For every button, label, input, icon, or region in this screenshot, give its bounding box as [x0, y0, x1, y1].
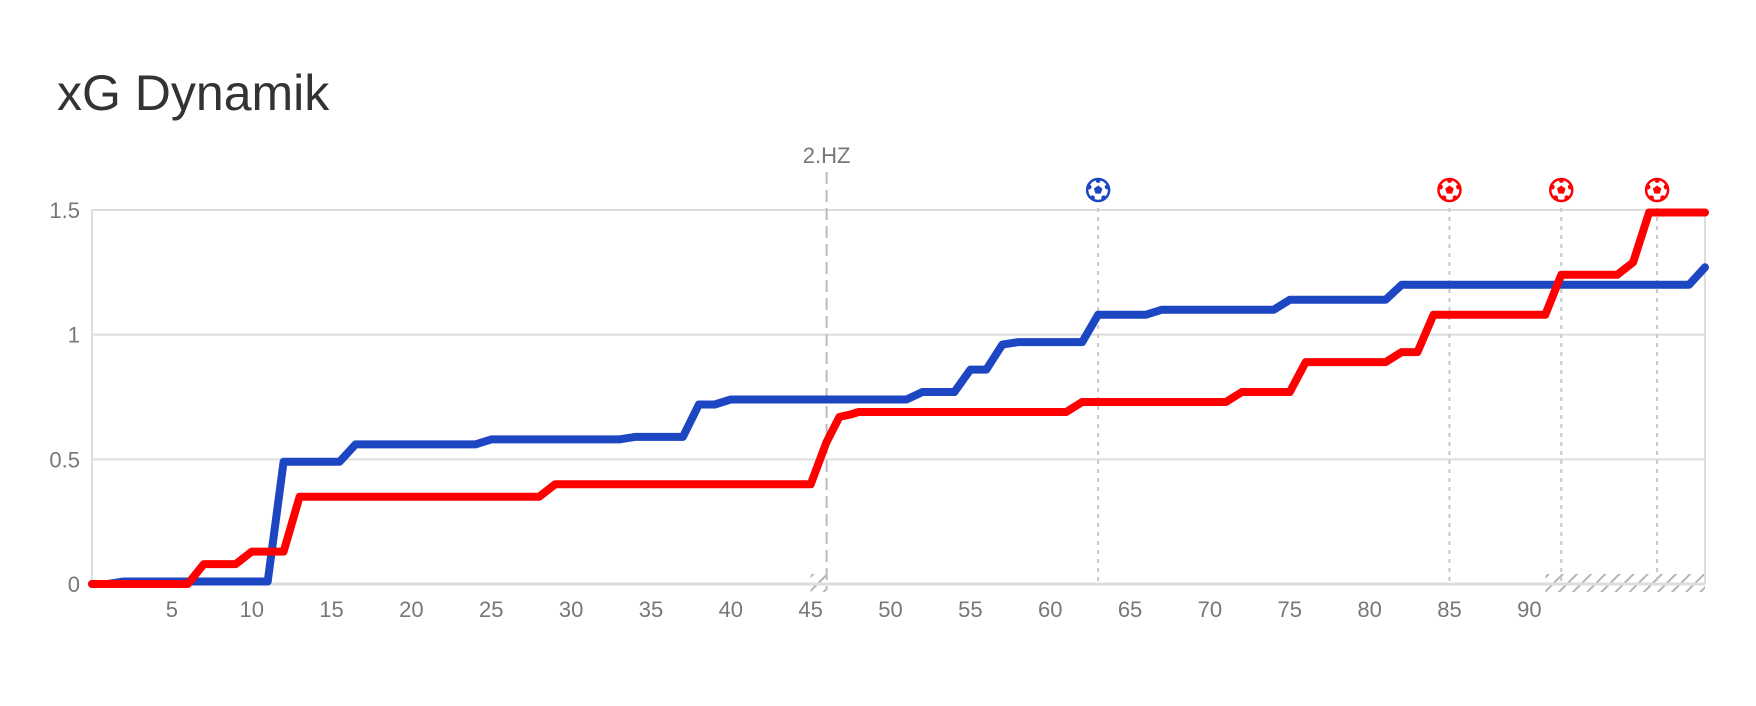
halftime-label: 2.HZ [803, 143, 851, 168]
grid [91, 209, 1706, 592]
x-tick-label: 15 [319, 597, 343, 622]
x-tick-label: 50 [878, 597, 902, 622]
y-tick-label: 1 [68, 323, 80, 348]
x-tick-label: 70 [1198, 597, 1222, 622]
y-tick-label: 0 [68, 572, 80, 597]
x-tick-label: 45 [798, 597, 822, 622]
y-tick-label: 1.5 [49, 198, 80, 223]
x-tick-label: 30 [559, 597, 583, 622]
chart-title: xG Dynamik [57, 65, 330, 121]
x-tick-label: 65 [1118, 597, 1142, 622]
x-tick-label: 10 [239, 597, 263, 622]
x-tick-label: 75 [1278, 597, 1302, 622]
series-line-2 [88, 208, 1709, 588]
x-tick-label: 60 [1038, 597, 1062, 622]
x-tick-label: 55 [958, 597, 982, 622]
soccer-ball-icon [1644, 177, 1670, 203]
soccer-ball-icon [1549, 177, 1574, 203]
soccer-ball-icon [1085, 177, 1111, 203]
x-tick-label: 5 [166, 597, 178, 622]
series-line-1 [88, 263, 1709, 588]
soccer-ball-icon [1437, 177, 1462, 203]
series-lines [88, 208, 1709, 588]
x-tick-label: 80 [1357, 597, 1381, 622]
event-markers: 2.HZ [803, 143, 1670, 590]
x-tick-label: 90 [1517, 597, 1541, 622]
x-tick-label: 35 [639, 597, 663, 622]
x-tick-label: 40 [719, 597, 743, 622]
y-tick-label: 0.5 [49, 447, 80, 472]
x-tick-label: 20 [399, 597, 423, 622]
x-tick-label: 25 [479, 597, 503, 622]
x-tick-label: 85 [1437, 597, 1461, 622]
axis-ticks: 0 0.5 1 1.5 5 10 15 20 25 30 35 40 45 50 55 60 65 70 75 80 8… [49, 198, 1541, 622]
